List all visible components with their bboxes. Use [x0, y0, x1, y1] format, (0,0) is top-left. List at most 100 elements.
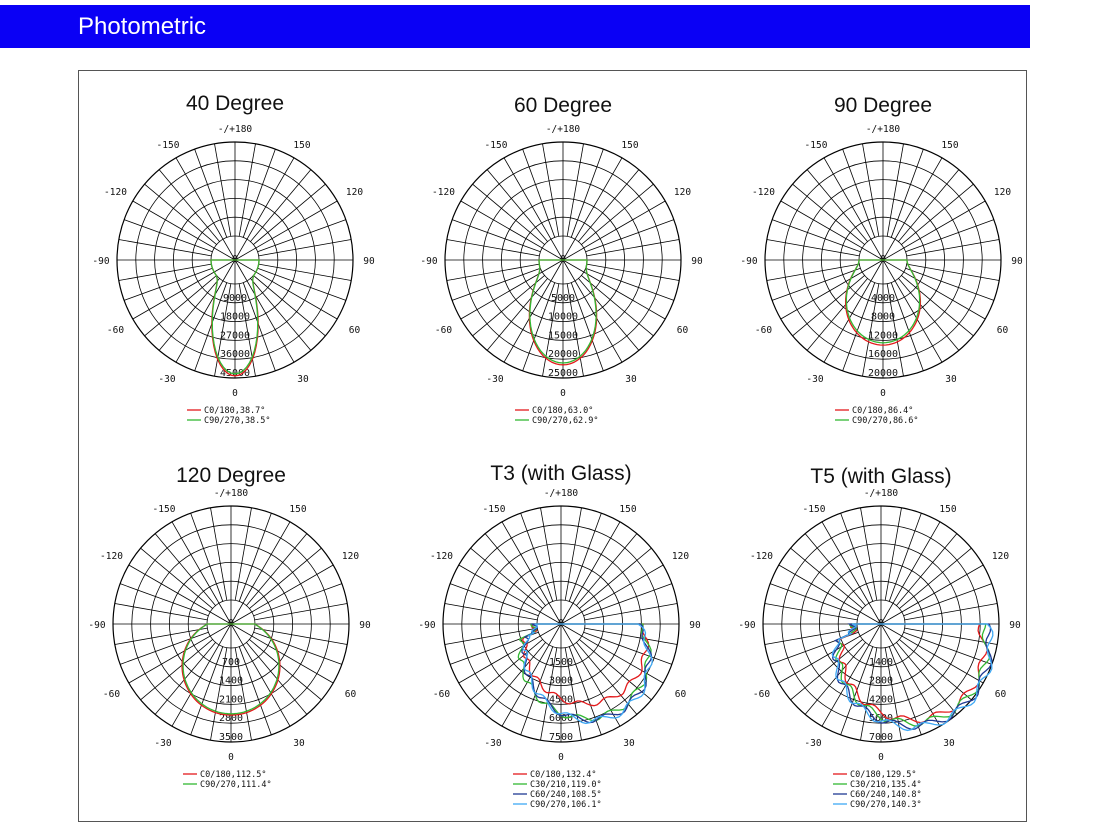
- angle-label: -90: [92, 256, 109, 267]
- grid-spoke: [234, 200, 338, 261]
- grid-spoke: [132, 259, 236, 320]
- grid-spoke: [579, 639, 652, 701]
- grid-spoke: [899, 639, 972, 701]
- angle-label: -90: [740, 256, 757, 267]
- angle-label: -150: [483, 504, 506, 515]
- grid-spoke: [144, 275, 217, 337]
- grid-spoke: [520, 512, 554, 602]
- grid-spoke: [249, 547, 322, 609]
- grid-spoke: [451, 267, 541, 301]
- grid-spoke: [486, 278, 548, 351]
- grid-spoke: [520, 646, 554, 736]
- grid-spoke: [253, 583, 343, 617]
- angle-label: 0: [558, 752, 564, 763]
- grid-spoke: [899, 547, 972, 609]
- grid-spoke: [540, 647, 558, 741]
- grid-spoke: [238, 283, 256, 377]
- series-curve: [831, 623, 994, 732]
- grid-spoke: [258, 239, 352, 257]
- radial-tick-label: 27000: [220, 330, 250, 341]
- grid-spoke: [253, 631, 343, 665]
- grid-spoke: [564, 647, 582, 741]
- grid-spoke: [880, 623, 941, 727]
- grid-spoke: [778, 564, 882, 625]
- angle-label: 0: [560, 388, 566, 399]
- angle-label: 120: [672, 551, 689, 562]
- grid-spoke: [581, 183, 654, 245]
- series-curve: [521, 623, 653, 724]
- grid-spoke: [904, 603, 998, 621]
- grid-spoke: [586, 239, 680, 257]
- grid-spoke: [503, 157, 564, 261]
- angle-label: -150: [485, 140, 508, 151]
- grid-spoke: [250, 169, 312, 242]
- legend-entry: C0/180,129.5°: [850, 770, 917, 780]
- chart-title: 90 Degree: [834, 94, 932, 117]
- angle-label: -/+180: [864, 488, 899, 499]
- angle-label: -30: [158, 374, 175, 385]
- radial-tick-label: 8000: [871, 312, 895, 323]
- angle-label: -120: [752, 187, 775, 198]
- angle-label: -30: [804, 738, 821, 749]
- radial-tick-label: 2800: [219, 713, 243, 724]
- radial-tick-label: 16000: [868, 349, 898, 360]
- grid-spoke: [140, 547, 213, 609]
- radial-tick-label: 5000: [551, 293, 575, 304]
- grid-spoke: [486, 169, 548, 242]
- grid-spoke: [451, 219, 541, 253]
- angle-label: -/+180: [218, 124, 253, 135]
- radial-tick-label: 2100: [219, 694, 243, 705]
- radial-tick-label: 1500: [549, 657, 573, 668]
- angle-label: -30: [154, 738, 171, 749]
- series-curve: [832, 623, 993, 730]
- legend-entry: C0/180,112.5°: [200, 770, 267, 780]
- grid-spoke: [238, 143, 256, 237]
- grid-spoke: [905, 267, 995, 301]
- angle-label: 150: [941, 140, 958, 151]
- series-curve: [210, 259, 260, 375]
- grid-spoke: [234, 259, 295, 363]
- angle-label: -/+180: [546, 124, 581, 135]
- grid-spoke: [175, 259, 236, 363]
- grid-spoke: [472, 183, 545, 245]
- grid-spoke: [581, 275, 654, 337]
- grid-spoke: [566, 283, 584, 377]
- grid-spoke: [898, 169, 960, 242]
- grid-spoke: [119, 631, 209, 665]
- grid-spoke: [906, 263, 1000, 281]
- series-curve: [517, 623, 652, 722]
- angle-label: -150: [805, 140, 828, 151]
- grid-spoke: [444, 603, 538, 621]
- grid-spoke: [210, 507, 228, 601]
- grid-spoke: [821, 623, 882, 727]
- grid-spoke: [119, 583, 209, 617]
- radial-tick-label: 4500: [549, 694, 573, 705]
- grid-spoke: [780, 259, 884, 320]
- radial-tick-label: 7500: [549, 732, 573, 743]
- angle-label: 30: [945, 374, 957, 385]
- angle-label: -120: [750, 551, 773, 562]
- grid-spoke: [542, 283, 560, 377]
- grid-spoke: [128, 623, 232, 684]
- angle-label: 120: [346, 187, 363, 198]
- angle-label: 0: [880, 388, 886, 399]
- angle-label: 120: [994, 187, 1011, 198]
- grid-spoke: [823, 157, 884, 261]
- grid-spoke: [140, 639, 213, 701]
- grid-spoke: [882, 157, 943, 261]
- radial-tick-label: 3500: [219, 732, 243, 743]
- grid-spoke: [769, 583, 859, 617]
- grid-spoke: [444, 627, 538, 645]
- grid-spoke: [562, 259, 623, 363]
- series-curve: [182, 623, 280, 715]
- grid-spoke: [578, 169, 640, 242]
- grid-spoke: [790, 639, 863, 701]
- angle-label: 150: [939, 504, 956, 515]
- grid-spoke: [257, 219, 347, 253]
- page-title: Photometric: [78, 13, 207, 40]
- angle-label: 0: [232, 388, 238, 399]
- grid-spoke: [583, 583, 673, 617]
- legend-entry: C0/180,132.4°: [530, 770, 597, 780]
- angle-label: 150: [293, 140, 310, 151]
- grid-spoke: [890, 282, 924, 372]
